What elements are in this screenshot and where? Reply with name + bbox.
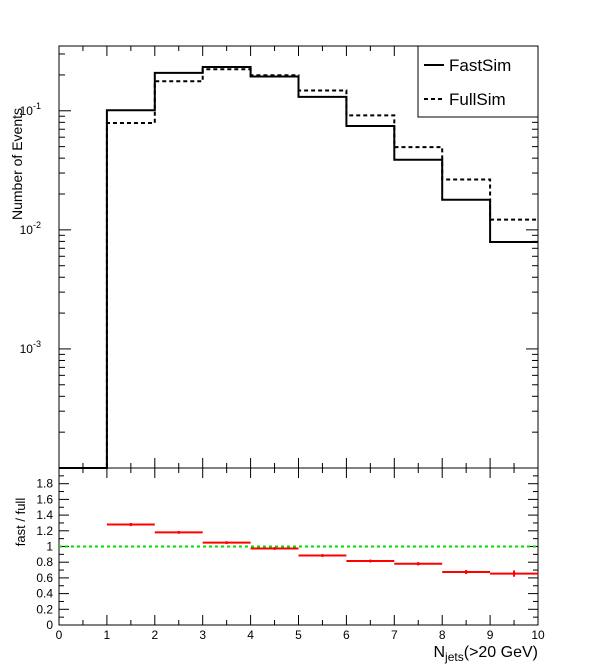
ratio-y-tick-label: 0.4 <box>36 587 53 601</box>
ratio-x-tick-label: 9 <box>487 628 494 642</box>
main-y-tick-label-base: 10 <box>20 342 34 356</box>
ratio-axis-ticks <box>58 467 539 626</box>
ratio-point <box>202 541 251 545</box>
legend: FastSim FullSim <box>417 45 539 118</box>
x-axis-title-subscript: jets <box>444 650 464 664</box>
ratio-x-tick-label: 6 <box>343 628 350 642</box>
ratio-x-tick-label: 10 <box>531 628 545 642</box>
ratio-x-tick-label: 5 <box>295 628 302 642</box>
ratio-y-tick-label: 0.6 <box>36 571 53 585</box>
series-line-fastsim <box>59 66 538 469</box>
ratio-y-tick-label: 1.8 <box>36 477 53 491</box>
ratio-points <box>106 522 538 577</box>
main-y-tick-label-exponent: -2 <box>33 220 41 230</box>
ratio-y-axis-title: fast / full <box>13 498 28 547</box>
ratio-x-tick-label: 3 <box>199 628 206 642</box>
main-y-tick-labels: 10-110-210-3 <box>20 101 41 356</box>
ratio-point-marker <box>225 541 229 545</box>
ratio-point-marker <box>368 559 372 563</box>
main-y-tick-label-base: 10 <box>20 104 34 118</box>
ratio-point-marker <box>320 554 324 558</box>
main-series-lines <box>59 66 538 469</box>
main-y-tick-label-base: 10 <box>20 223 34 237</box>
x-axis-title: Njets(>20 GeV) <box>433 644 538 664</box>
ratio-x-tick-label: 7 <box>391 628 398 642</box>
legend-box <box>417 45 539 118</box>
ratio-panel: 00.20.40.60.811.21.41.61.8 0 1 2 3 4 5 6 7 8 9 10 … <box>13 467 545 664</box>
ratio-point-marker <box>464 570 468 574</box>
ratio-point-marker <box>273 546 277 550</box>
ratio-point <box>346 559 395 563</box>
main-y-tick-label-exponent: -3 <box>33 339 41 349</box>
ratio-x-tick-label: 4 <box>247 628 254 642</box>
ratio-x-tick-label: 8 <box>439 628 446 642</box>
ratio-point-marker <box>512 572 516 576</box>
ratio-point <box>394 562 443 566</box>
main-y-tick-label: 10-2 <box>20 220 41 237</box>
ratio-x-tick-label: 1 <box>104 628 111 642</box>
main-y-tick-label: 10-1 <box>20 101 41 118</box>
ratio-y-tick-label: 1.2 <box>36 524 53 538</box>
ratio-point <box>442 570 491 574</box>
ratio-y-tick-label: 0.2 <box>36 602 53 616</box>
x-axis-title-main: N <box>433 644 445 661</box>
ratio-y-tick-label: 1 <box>46 540 53 554</box>
ratio-point <box>298 554 347 558</box>
ratio-x-tick-label: 2 <box>151 628 158 642</box>
ratio-plot-frame <box>58 467 539 626</box>
x-axis-title-suffix: (>20 GeV) <box>464 644 538 661</box>
ratio-point-marker <box>416 562 420 566</box>
main-y-tick-label-exponent: -1 <box>33 101 41 111</box>
ratio-point-marker <box>177 530 181 534</box>
ratio-y-tick-label: 0 <box>46 618 53 632</box>
ratio-x-tick-labels: 0 1 2 3 4 5 6 7 8 9 10 <box>56 628 545 642</box>
main-panel: 10-110-210-3 Number of Events FastSim Fu… <box>9 45 539 469</box>
legend-fullsim-label: FullSim <box>449 90 506 109</box>
main-y-tick-label: 10-3 <box>20 339 41 356</box>
series-line-fullsim <box>59 68 538 469</box>
main-y-axis-title: Number of Events <box>9 108 25 220</box>
ratio-x-tick-label: 0 <box>56 628 63 642</box>
ratio-point <box>154 530 203 534</box>
ratio-y-tick-labels: 0 0.20.4 0.6 0.81 1.2 1.4 1.61.8 <box>36 477 53 632</box>
ratio-point <box>490 570 538 577</box>
legend-fastsim-label: FastSim <box>449 56 511 75</box>
ratio-point <box>106 522 155 527</box>
ratio-y-tick-label: 1.6 <box>36 492 53 506</box>
ratio-y-tick-label: 1.4 <box>36 508 53 522</box>
ratio-point-marker <box>129 523 133 527</box>
ratio-y-tick-label: 0.8 <box>36 555 53 569</box>
ratio-point <box>250 546 299 550</box>
